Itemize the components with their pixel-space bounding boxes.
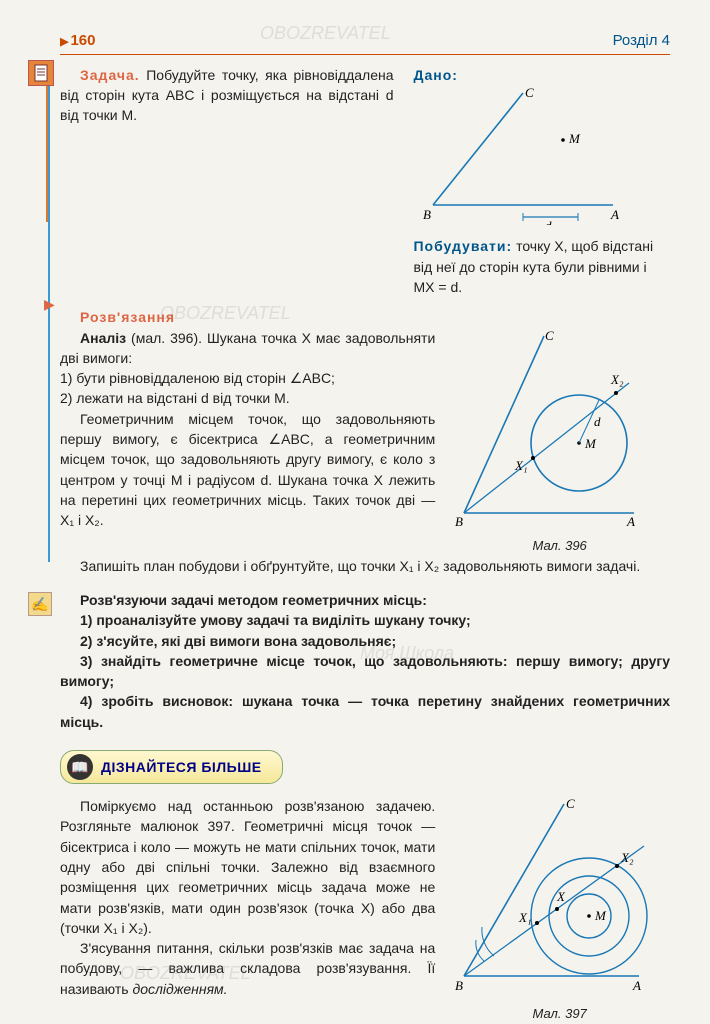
solution-para1: Геометричним місцем точок, що задовольня… bbox=[60, 409, 435, 531]
svg-text:M: M bbox=[594, 908, 607, 923]
fig397-caption: Мал. 397 bbox=[449, 1005, 670, 1024]
page-header: 160 Розділ 4 bbox=[60, 30, 670, 55]
solution-item1: 1) бути рівновіддаленою від сторін ∠ABC; bbox=[60, 368, 435, 388]
discussion-para2-em: дослідженням. bbox=[132, 981, 227, 997]
svg-text:X₂: X₂ bbox=[610, 372, 624, 387]
svg-text:B: B bbox=[455, 978, 463, 993]
learn-more-label: ДІЗНАЙТЕСЯ БІЛЬШЕ bbox=[101, 757, 262, 777]
book-icon: 📖 bbox=[67, 754, 93, 780]
build-label: Побудувати: bbox=[413, 238, 512, 254]
svg-text:X₂: X₂ bbox=[620, 850, 634, 865]
analysis-label: Аналіз bbox=[80, 330, 126, 346]
task-label: Задача. bbox=[80, 67, 140, 83]
svg-text:X₁: X₁ bbox=[514, 458, 527, 473]
discussion-para1: Поміркуємо над останньою розв'язаною зад… bbox=[60, 796, 435, 938]
task-text-block: Задача. Побудуйте точку, яка рівновіддал… bbox=[60, 65, 393, 297]
given-label: Дано: bbox=[413, 67, 457, 83]
solution-para2: Запишіть план побудови і обґрунтуйте, що… bbox=[60, 556, 670, 576]
hand-icon: ✍ bbox=[28, 592, 52, 616]
method-step1: 1) проаналізуйте умову задачі та виділіт… bbox=[60, 610, 670, 630]
vertical-rule-orange bbox=[46, 62, 48, 222]
section-label: Розділ 4 bbox=[613, 30, 670, 52]
solution-label: Розв'язання bbox=[80, 309, 175, 325]
solution-item2: 2) лежати на відстані d від точки M. bbox=[60, 388, 435, 408]
figure-397: M X₁ X X₂ C B A Мал. 397 bbox=[449, 796, 670, 1024]
method-step3: 3) знайдіть геометричне місце точок, що … bbox=[60, 651, 670, 692]
svg-text:C: C bbox=[545, 328, 554, 343]
svg-text:C: C bbox=[566, 796, 575, 811]
svg-text:d: d bbox=[545, 218, 552, 225]
method-step2: 2) з'ясуйте, які дві вимоги вона задовол… bbox=[60, 631, 670, 651]
discussion-para2: З'ясування питання, скільки розв'язків м… bbox=[60, 940, 435, 997]
discussion-text: Поміркуємо над останньою розв'язаною зад… bbox=[60, 796, 435, 999]
learn-more-banner: 📖 ДІЗНАЙТЕСЯ БІЛЬШЕ bbox=[60, 750, 283, 784]
svg-text:A: A bbox=[632, 978, 641, 993]
figure-396: M d X₁ X₂ C B A Мал. 396 bbox=[449, 328, 670, 556]
svg-text:X: X bbox=[556, 889, 566, 904]
figure-given: C A B M d bbox=[413, 85, 623, 225]
svg-text:M: M bbox=[568, 131, 581, 146]
discussion-block: Поміркуємо над останньою розв'язаною зад… bbox=[60, 796, 670, 1024]
svg-text:X₁: X₁ bbox=[518, 910, 531, 925]
svg-text:A: A bbox=[626, 514, 635, 528]
svg-text:A: A bbox=[610, 207, 619, 222]
svg-text:M: M bbox=[584, 436, 597, 451]
task-icon bbox=[28, 60, 54, 86]
svg-text:C: C bbox=[525, 85, 534, 100]
solution-text: Аналіз (мал. 396). Шукана точка X має за… bbox=[60, 328, 435, 531]
method-intro: Розв'язуючи задачі методом геометричних … bbox=[60, 590, 670, 610]
fig396-caption: Мал. 396 bbox=[449, 537, 670, 556]
method-block: Розв'язуючи задачі методом геометричних … bbox=[60, 590, 670, 732]
solution-body: Аналіз (мал. 396). Шукана точка X має за… bbox=[60, 328, 670, 556]
svg-text:B: B bbox=[423, 207, 431, 222]
svg-text:B: B bbox=[455, 514, 463, 528]
svg-text:d: d bbox=[594, 414, 601, 429]
page-number: 160 bbox=[60, 32, 96, 49]
task-section: Задача. Побудуйте точку, яка рівновіддал… bbox=[60, 65, 670, 297]
given-block: Дано: C A B M d Побудувати: точку X, щоб… bbox=[413, 65, 670, 297]
solution-marker: ▶ bbox=[44, 294, 55, 314]
method-step4: 4) зробіть висновок: шукана точка — точк… bbox=[60, 691, 670, 732]
